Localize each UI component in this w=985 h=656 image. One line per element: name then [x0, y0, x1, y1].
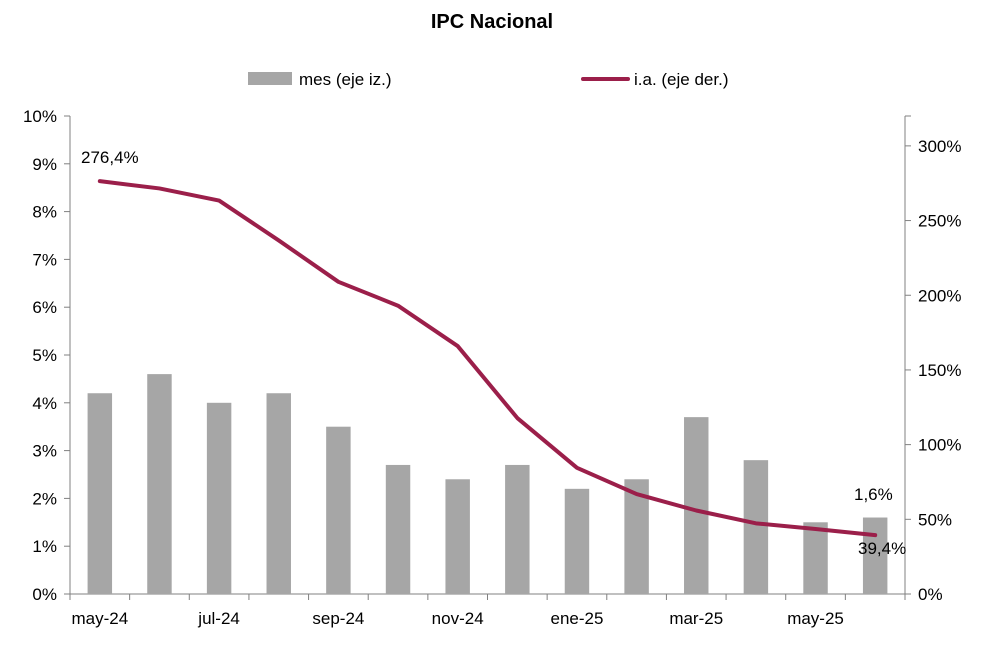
x-tick-label: ene-25 [550, 609, 603, 628]
x-tick-label: may-24 [71, 609, 128, 628]
left-tick-label: 1% [32, 537, 57, 556]
line-last-label: 39,4% [858, 539, 906, 558]
left-tick-label: 2% [32, 489, 57, 508]
legend-bar-label: mes (eje iz.) [299, 70, 392, 89]
bar [565, 489, 589, 594]
right-tick-label: 300% [918, 137, 961, 156]
x-tick-label: jul-24 [197, 609, 240, 628]
left-tick-label: 4% [32, 394, 57, 413]
left-tick-label: 6% [32, 298, 57, 317]
bar [267, 393, 291, 594]
line-first-label: 276,4% [81, 148, 139, 167]
left-tick-label: 10% [23, 107, 57, 126]
bar-last-label: 1,6% [854, 485, 893, 504]
left-tick-label: 5% [32, 346, 57, 365]
bar [147, 374, 171, 594]
right-tick-label: 100% [918, 436, 961, 455]
legend-bar-swatch [248, 72, 292, 85]
left-tick-label: 9% [32, 155, 57, 174]
right-tick-label: 50% [918, 510, 952, 529]
right-tick-label: 0% [918, 585, 943, 604]
x-tick-label: may-25 [787, 609, 844, 628]
x-tick-label: mar-25 [669, 609, 723, 628]
legend-line-label: i.a. (eje der.) [634, 70, 729, 89]
bar [684, 417, 708, 594]
bar [744, 460, 768, 594]
bar [386, 465, 410, 594]
bar [88, 393, 112, 594]
right-tick-label: 250% [918, 212, 961, 231]
x-tick-label: nov-24 [432, 609, 484, 628]
bar [207, 403, 231, 594]
left-tick-label: 8% [32, 203, 57, 222]
left-tick-label: 7% [32, 250, 57, 269]
bar [445, 479, 469, 594]
bar [505, 465, 529, 594]
left-tick-label: 3% [32, 442, 57, 461]
bar [326, 427, 350, 594]
right-tick-label: 150% [918, 361, 961, 380]
right-tick-label: 200% [918, 286, 961, 305]
legend: mes (eje iz.) i.a. (eje der.) [248, 70, 729, 89]
left-tick-label: 0% [32, 585, 57, 604]
chart-title: IPC Nacional [431, 11, 553, 33]
bar [803, 522, 827, 594]
x-tick-label: sep-24 [312, 609, 364, 628]
